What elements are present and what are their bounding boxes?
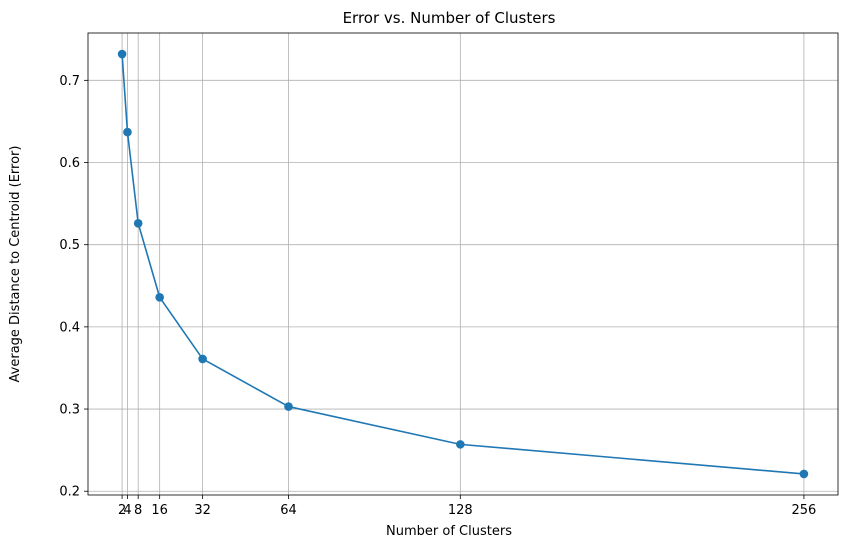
- data-point-marker: [155, 292, 164, 302]
- x-tick-label: 64: [280, 503, 297, 518]
- y-tick-label: 0.7: [59, 74, 80, 89]
- chart-title: Error vs. Number of Clusters: [343, 9, 556, 27]
- data-point-marker: [456, 440, 465, 449]
- plot-area-frame: [87, 32, 839, 496]
- x-tick-label: 2: [118, 503, 126, 518]
- y-tick-label: 0.3: [59, 403, 80, 418]
- series-line: [121, 53, 804, 475]
- y-tick-label: 0.6: [59, 156, 80, 171]
- y-axis-ticks: 0.2 0.3 0.4 0.5 0.6 0.7: [59, 74, 88, 500]
- x-axis-label: Number of Clusters: [386, 524, 512, 539]
- x-tick-label: 16: [151, 503, 168, 518]
- y-axis-label: Average Distance to Centroid (Error): [8, 146, 23, 383]
- x-tick-label: 32: [194, 503, 211, 518]
- y-tick-label: 0.5: [59, 238, 80, 253]
- data-point-marker: [123, 127, 132, 137]
- x-tick-label: 128: [448, 503, 473, 518]
- x-tick-label: 4: [123, 503, 131, 518]
- y-tick-label: 0.2: [59, 485, 80, 500]
- data-point-marker: [198, 354, 207, 364]
- data-point-marker: [799, 469, 809, 479]
- x-tick-label: 8: [134, 503, 142, 518]
- data-point-marker: [117, 49, 127, 59]
- x-tick-label: 256: [791, 503, 816, 518]
- data-point-marker: [133, 219, 143, 228]
- grid: [88, 33, 838, 495]
- x-axis-ticks: 24 8 16 32 64 128 256: [118, 495, 816, 518]
- series-line-layer: [117, 49, 809, 479]
- data-point-marker: [284, 402, 293, 411]
- y-tick-label: 0.4: [59, 320, 80, 335]
